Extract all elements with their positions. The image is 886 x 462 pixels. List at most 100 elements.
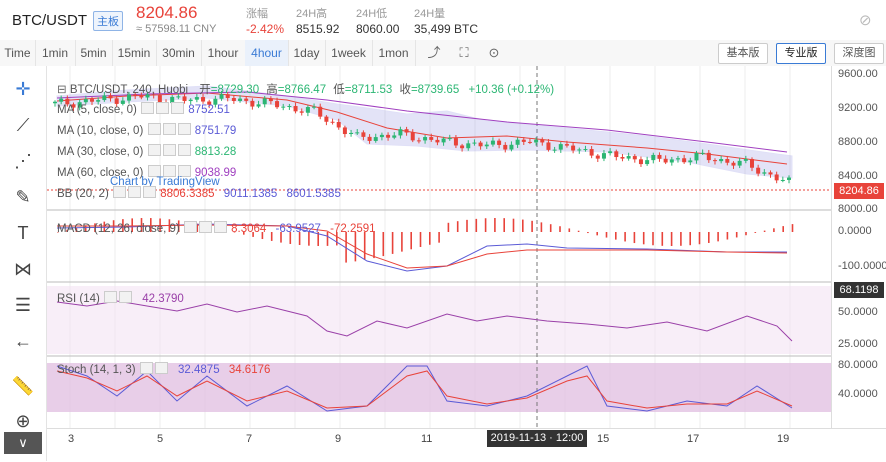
interval-30min[interactable]: 30min xyxy=(156,40,202,66)
candle-body xyxy=(706,152,711,161)
candle-body xyxy=(521,139,526,142)
candle-body xyxy=(768,172,773,175)
macd-bar xyxy=(652,232,654,246)
candle-body xyxy=(583,149,588,151)
back-arrow-icon[interactable]: ← xyxy=(14,331,32,351)
macd-bar xyxy=(708,232,710,243)
candle-body xyxy=(645,160,650,165)
text-tool-icon[interactable]: T xyxy=(17,223,29,243)
macd-bar xyxy=(782,226,784,232)
interval-15min[interactable]: 15min xyxy=(112,40,157,66)
crosshair-time-tag: 2019-11-13 · 12:00 xyxy=(487,430,587,447)
high-label: 24H高 xyxy=(296,8,328,20)
price-axis[interactable]: 9600.00 9200.00 8800.00 8400.00 8204.86 … xyxy=(831,66,886,428)
candle-body xyxy=(287,106,292,108)
candle-body xyxy=(787,177,791,180)
change-legend: +10.36 (+0.12%) xyxy=(468,84,555,96)
candle-body xyxy=(349,132,354,135)
candle-body xyxy=(527,141,532,143)
trend-line-icon[interactable]: ⟋ xyxy=(16,115,30,135)
rsi-tick: 50.0000 xyxy=(838,306,878,318)
candle-body xyxy=(614,151,619,158)
pitchfork-icon[interactable]: ⋰ xyxy=(14,151,32,171)
interval-4hour[interactable]: 4hour xyxy=(245,40,289,66)
candle-body xyxy=(675,158,680,160)
high-value: 8515.92 xyxy=(296,22,340,36)
time-tick: 3 xyxy=(68,433,75,445)
candle-body xyxy=(59,98,64,102)
volume-label: 24H量 xyxy=(414,8,446,20)
fib-icon[interactable]: ☰ xyxy=(14,295,32,315)
macd-bar xyxy=(615,232,617,240)
interval-1day[interactable]: 1day xyxy=(288,40,326,66)
brush-icon[interactable]: ✎ xyxy=(15,187,31,207)
ruler-icon[interactable]: 📏 xyxy=(11,376,35,396)
interval-1min[interactable]: 1min xyxy=(35,40,76,66)
indicators-icon[interactable]: ⤴ xyxy=(427,45,441,60)
candle-body xyxy=(546,142,551,150)
candle-body xyxy=(608,151,613,154)
macd-bar xyxy=(531,220,533,232)
macd-bar xyxy=(150,218,152,232)
candle-body xyxy=(638,159,643,165)
drawing-toolbar: ✛ ⟋ ⋰ ✎ T ⋈ ☰ ← 📏 ⊕ ∨ xyxy=(0,66,47,461)
candle-body xyxy=(682,158,687,163)
main-legend-title: BTC/USDT, 240, Huobi xyxy=(69,84,189,96)
last-price: 8204.86 xyxy=(136,3,198,22)
stoch-k-line xyxy=(56,365,793,412)
candle-body xyxy=(182,96,187,102)
macd-bar xyxy=(177,220,180,232)
market-header: BTC/USDT 主板 8204.86 ≈ 57598.11 CNY 涨幅 -2… xyxy=(0,0,886,41)
candle-body xyxy=(379,134,384,138)
crosshair-icon[interactable]: ✛ xyxy=(15,79,31,99)
interval-1hour[interactable]: 1hour xyxy=(201,40,246,66)
candles xyxy=(53,90,791,184)
collapse-chevron-icon[interactable]: ∨ xyxy=(4,432,42,454)
rsi-value-tag: 68.1198 xyxy=(834,282,884,298)
low-value: 8060.00 xyxy=(356,22,400,36)
macd-bar xyxy=(791,224,794,232)
macd-bar xyxy=(317,232,319,246)
stoch-legend: Stoch (14, 1, 3) 32.4875 34.6176 xyxy=(57,362,271,376)
macd-bar xyxy=(735,232,738,238)
view-basic-button[interactable]: 基本版 xyxy=(718,43,768,64)
price-chart[interactable] xyxy=(47,66,831,428)
candle-body xyxy=(466,143,471,149)
candle-body xyxy=(632,156,637,160)
candle-body xyxy=(225,94,230,99)
ma60-legend: MA (60, close, 0) 9038.99 xyxy=(57,165,237,179)
macd-bar xyxy=(280,232,282,243)
macd-bar xyxy=(429,232,431,245)
candle-body xyxy=(571,145,576,151)
view-depth-button[interactable]: 深度图 xyxy=(834,43,884,64)
pattern-icon[interactable]: ⋈ xyxy=(14,259,32,279)
pair-name[interactable]: BTC/USDT xyxy=(12,12,87,29)
candle-body xyxy=(176,96,181,98)
stoch-tick: 40.0000 xyxy=(838,388,878,400)
macd-bar xyxy=(624,232,626,242)
interval-1week[interactable]: 1week xyxy=(325,40,373,66)
macd-bar xyxy=(363,232,366,260)
time-axis[interactable]: 3 5 7 9 11 2019-11-13 · 12:00 15 17 19 xyxy=(47,428,886,462)
macd-bar xyxy=(75,227,78,232)
candle-body xyxy=(114,98,119,104)
interval-1mon[interactable]: 1mon xyxy=(372,40,416,66)
time-tick: 15 xyxy=(597,433,610,445)
board-badge: 主板 xyxy=(93,11,123,31)
time-tick: 11 xyxy=(421,433,433,445)
candle-body xyxy=(201,97,206,102)
fullscreen-icon[interactable]: ⛶ xyxy=(459,45,469,60)
settings-icon[interactable]: ⊘ xyxy=(859,12,872,29)
candle-body xyxy=(589,149,594,156)
candle-body xyxy=(780,179,785,181)
candle-body xyxy=(120,100,125,104)
candle-body xyxy=(688,160,693,163)
screenshot-icon[interactable]: ⊙ xyxy=(488,45,500,60)
price-tick: 9200.00 xyxy=(838,102,878,114)
candle-body xyxy=(102,95,107,101)
macd-bar xyxy=(131,218,133,232)
interval-5min[interactable]: 5min xyxy=(75,40,113,66)
view-pro-button[interactable]: 专业版 xyxy=(776,43,826,64)
zoom-in-icon[interactable]: ⊕ xyxy=(15,411,31,431)
macd-bar xyxy=(354,232,357,262)
